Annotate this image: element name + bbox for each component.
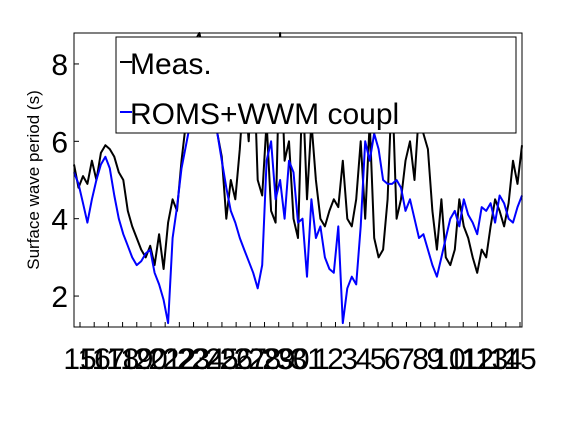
x-tick-label: 30 [276,343,309,376]
x-tick-label: 19 [120,343,153,376]
x-tick-label: 10 [432,343,465,376]
x-tick-label: 7 [398,343,415,376]
legend: Meas. ROMS+WWM coupl [115,36,517,134]
x-tick-label: 14 [489,343,522,376]
x-tick-label: 26 [219,343,252,376]
x-tick-label: 22 [163,343,196,376]
x-tick-label: 24 [191,343,224,376]
y-tick-label: 8 [51,49,68,82]
y-tick-label: 2 [51,281,68,314]
x-tick-label: 25 [205,343,238,376]
x-tick-label: 8 [412,343,429,376]
legend-label-roms: ROMS+WWM coupl [130,98,399,131]
series-line-roms-wwm [73,90,523,325]
x-tick-label: 11 [448,343,479,376]
series-layer [73,32,523,325]
y-tick-label: 6 [51,126,68,159]
x-tick-label: 9 [426,343,443,376]
legend-label-meas: Meas. [130,48,212,81]
x-tick-label: 4 [356,343,373,376]
x-tick-label: 12 [461,343,494,376]
y-tick-label: 4 [51,204,68,237]
x-tick-label: 28 [248,343,281,376]
x-tick-label: 13 [475,343,508,376]
x-tick-label: 20 [134,343,167,376]
x-tick-label: 31 [290,343,323,376]
plot-frame [73,32,523,328]
x-tick-label: 23 [177,343,210,376]
x-tick-label: 21 [148,343,181,376]
x-tick-label: 29 [262,343,295,376]
x-tick-label: 2 [327,343,344,376]
x-tick-label: 5 [370,343,387,376]
y-axis-label: Surface wave period (s) [24,90,43,270]
x-tick-label: 1 [313,343,330,376]
x-tick-label: 3 [341,343,358,376]
axes-layer: 2468151617181920212223242526272829303112… [51,32,537,376]
legend-box [115,36,517,134]
x-tick-label: 27 [234,343,267,376]
x-tick-label: 15 [503,343,536,376]
x-tick-label: 18 [106,343,139,376]
x-tick-label: 16 [78,343,111,376]
x-tick-label: 17 [92,343,125,376]
x-tick-label: 15 [63,343,96,376]
x-tick-label: 6 [384,343,401,376]
